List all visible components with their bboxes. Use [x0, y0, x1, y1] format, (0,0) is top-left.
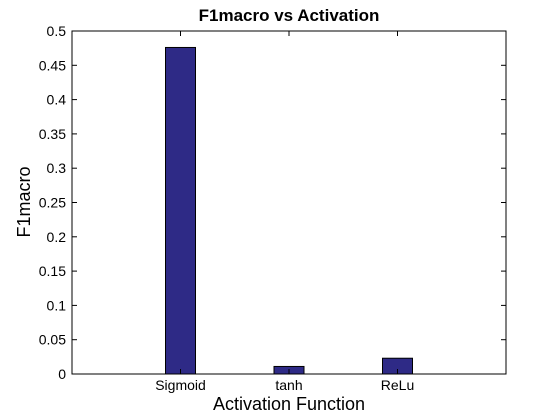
x-tick-label: tanh: [275, 377, 302, 393]
y-tick-label: 0.15: [39, 263, 66, 279]
y-tick-label: 0.4: [47, 92, 67, 108]
y-tick-label: 0.3: [47, 160, 67, 176]
x-tick-label: Sigmoid: [155, 377, 206, 393]
plot-area: [71, 30, 507, 375]
chart-title: F1macro vs Activation: [199, 6, 380, 25]
y-tick-label: 0.35: [39, 126, 66, 142]
y-tick-label: 0.2: [47, 229, 67, 245]
x-axis-label: Activation Function: [213, 394, 365, 414]
y-tick-label: 0: [58, 366, 66, 382]
y-tick-label: 0.5: [47, 23, 67, 39]
x-axis-ticks: Sigmoid tanh ReLu: [155, 31, 414, 393]
y-tick-label: 0.25: [39, 195, 66, 211]
x-tick-label: ReLu: [381, 377, 414, 393]
y-axis-label: F1macro: [14, 166, 34, 237]
y-tick-label: 0.05: [39, 332, 66, 348]
y-tick-label: 0.45: [39, 57, 66, 73]
y-tick-label: 0.1: [47, 297, 67, 313]
y-axis-ticks: 0 0.05 0.1 0.15 0.2 0.25 0.3 0.35 0.4 0.45 0.5: [39, 23, 506, 382]
bar-sigmoid: [165, 46, 196, 375]
